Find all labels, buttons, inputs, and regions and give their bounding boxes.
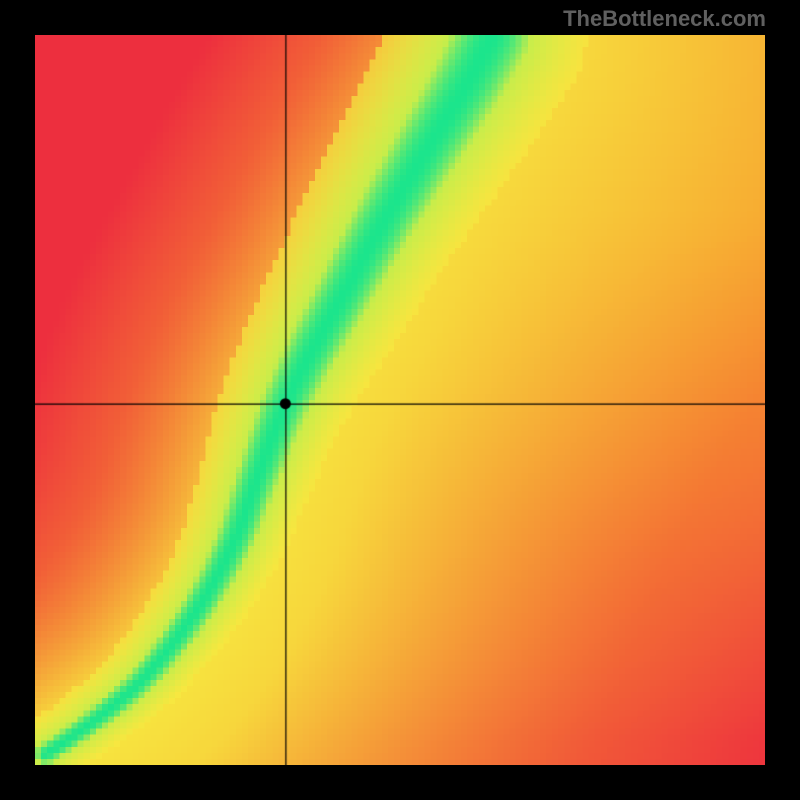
watermark-text: TheBottleneck.com xyxy=(563,6,766,32)
crosshair-overlay xyxy=(35,35,765,765)
chart-container: TheBottleneck.com xyxy=(0,0,800,800)
